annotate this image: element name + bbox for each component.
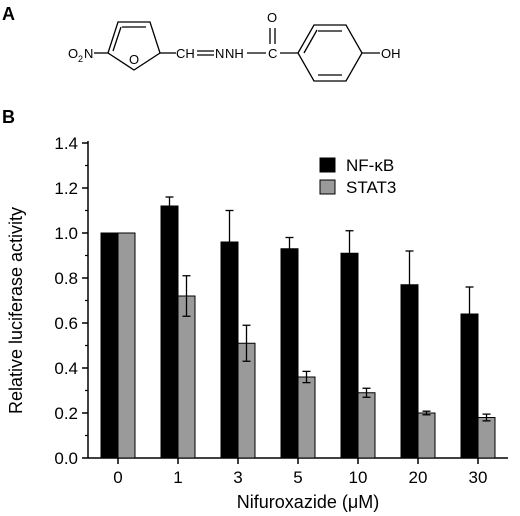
stat3-bar [357,392,376,459]
y-axis-label: Relative luciferase activity [6,207,26,414]
furan-ring [107,21,161,71]
stat3-bar [297,376,316,459]
legend-nfkb-label: NF-κB [346,156,394,175]
stat3-bar [417,412,436,459]
stat3-bar [177,295,196,459]
y-tick-label: 1.2 [54,179,78,198]
x-tick-label: 10 [349,468,368,487]
y-tick-label: 0.2 [54,404,78,423]
x-tick-label: 30 [469,468,488,487]
x-tick-label: 5 [293,468,302,487]
stat3-bar [477,417,496,459]
x-axis-label: Nifuroxazide (μM) [237,492,379,512]
nfkb-bar [280,248,299,459]
hydroxyl: OH [381,46,401,61]
y-tick-label: 0.4 [54,359,78,378]
furan-oxygen: O [129,52,139,67]
x-tick-label: 3 [233,468,242,487]
y-tick-label: 0.0 [54,449,78,468]
nitro-N: N [84,46,93,61]
legend-stat3-label: STAT3 [346,178,396,197]
stat3-bar [117,232,136,459]
nfkb-bar [160,205,179,459]
nfkb-bar [340,252,359,459]
bar-chart: 0.0 0.2 0.4 0.6 0.8 1.0 1.2 1.4 0 1 3 5 10 20 30 Nifuro… [6,134,508,512]
nfkb-bar [220,241,239,459]
nfkb-bar [400,284,419,459]
y-tick-label: 1.0 [54,224,78,243]
hydrazone-ch: CH [176,46,195,61]
benzene-ring [297,24,363,82]
legend-stat3-swatch [319,179,336,195]
legend-nfkb-swatch [319,157,336,173]
x-tick-label: 0 [113,468,122,487]
nfkb-bar [100,232,119,459]
nitro-sub: 2 [78,54,83,64]
carbonyl-o: O [267,10,277,25]
panel-b-label: B [2,107,15,127]
nfkb-bar [460,313,479,459]
hydrazone-nh: NH [225,46,244,61]
y-tick-label: 0.6 [54,314,78,333]
x-tick-label: 20 [409,468,428,487]
x-tick-label: 1 [173,468,182,487]
chemical-structure: O 2 N O CH N NH C O OH [68,10,401,82]
hydrazone-n: N [215,46,224,61]
panel-a-label: A [2,4,15,24]
carbonyl-c: C [268,46,277,61]
y-tick-label: 0.8 [54,269,78,288]
nitro-O: O [68,46,78,61]
y-tick-label: 1.4 [54,134,78,153]
